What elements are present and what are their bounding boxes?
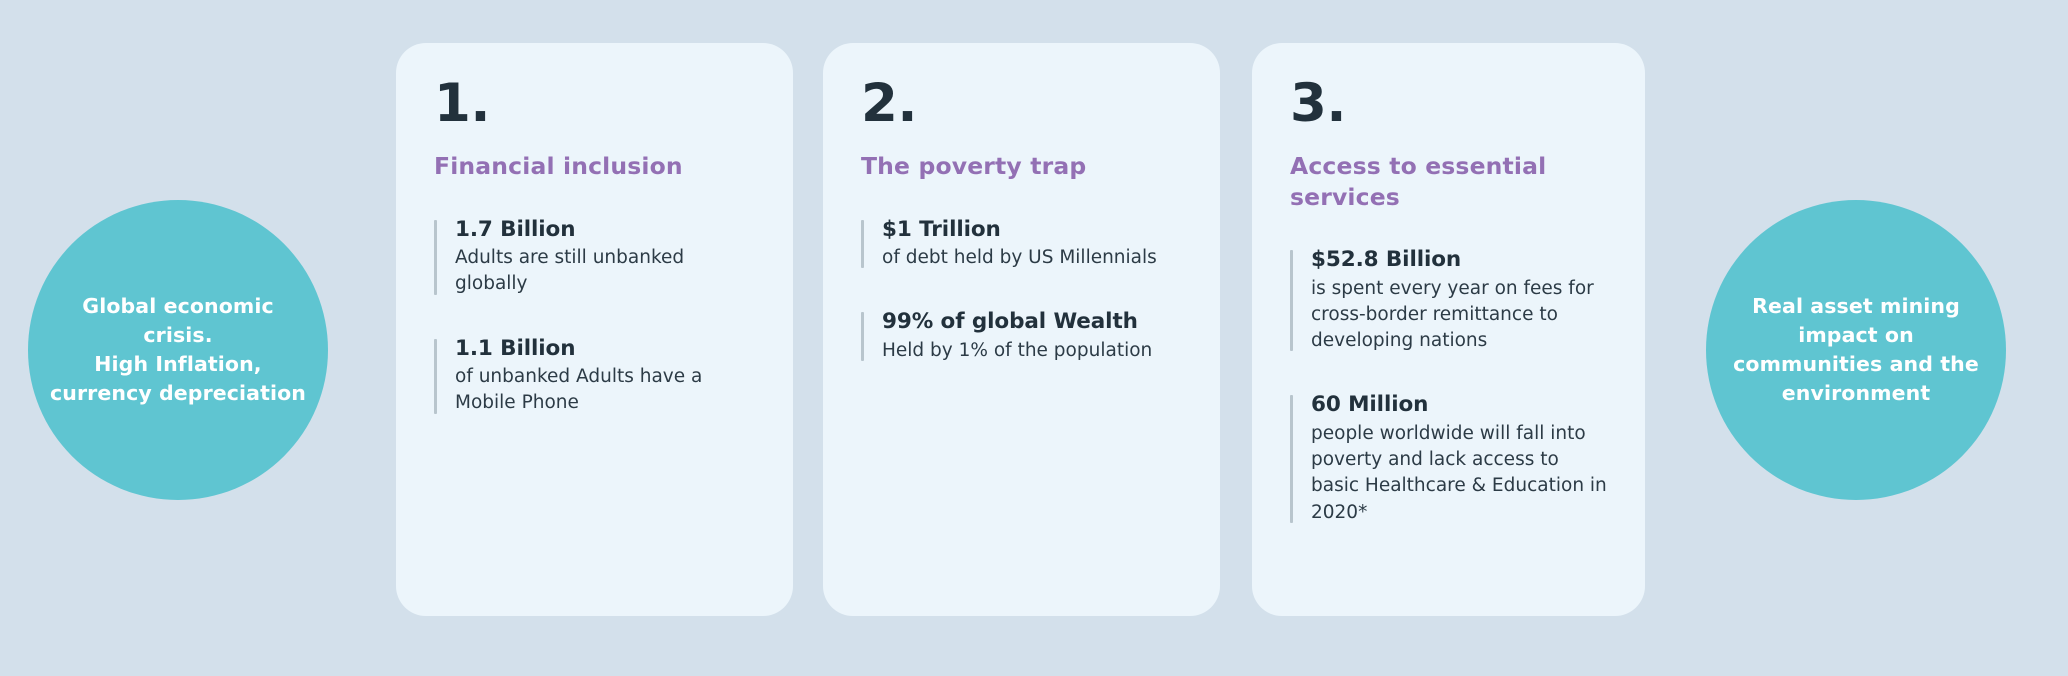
card-number: 3. — [1290, 73, 1347, 134]
stat-list: $52.8 Billion is spent every year on fee… — [1290, 246, 1607, 526]
stat-value: 1.1 Billion — [455, 335, 576, 361]
card-title: The poverty trap — [861, 152, 1087, 180]
card-financial-inclusion: 1. Financial inclusion 1.7 Billion Adult… — [396, 43, 793, 616]
stat-value: $1 Trillion — [882, 216, 1001, 242]
card-number: 2. — [861, 73, 918, 134]
stat-item: 60 Million people worldwide will fall in… — [1290, 391, 1607, 526]
stat-list: $1 Trillion of debt held by US Millennia… — [861, 216, 1182, 365]
left-context-circle: Global economic crisis. High Inflation, … — [28, 200, 328, 500]
stat-value: $52.8 Billion — [1311, 247, 1462, 273]
stat-value: 1.7 Billion — [455, 216, 576, 242]
right-context-circle-text: Real asset mining impact on communities … — [1733, 293, 1979, 406]
card-title: Financial inclusion — [434, 152, 683, 180]
stat-description: Held by 1% of the population — [882, 339, 1153, 361]
stat-item: 1.7 Billion Adults are still unbanked gl… — [434, 216, 755, 298]
stat-item: 99% of global Wealth Held by 1% of the p… — [861, 308, 1182, 364]
stat-description: Adults are still unbanked globally — [455, 247, 685, 295]
card-poverty-trap: 2. The poverty trap $1 Trillion of debt … — [823, 43, 1220, 616]
stat-list: 1.7 Billion Adults are still unbanked gl… — [434, 216, 755, 417]
stat-description: is spent every year on fees for cross-bo… — [1311, 277, 1594, 352]
card-title: Access to essential services — [1290, 152, 1547, 211]
right-context-circle: Real asset mining impact on communities … — [1706, 200, 2006, 500]
card-number: 1. — [434, 73, 491, 134]
stat-description: of unbanked Adults have a Mobile Phone — [455, 366, 703, 414]
stat-item: $1 Trillion of debt held by US Millennia… — [861, 216, 1182, 272]
stat-description: people worldwide will fall into poverty … — [1311, 422, 1607, 523]
stat-value: 60 Million — [1311, 392, 1429, 418]
stat-value: 99% of global Wealth — [882, 309, 1138, 335]
stat-description: of debt held by US Millennials — [882, 247, 1157, 269]
stat-item: $52.8 Billion is spent every year on fee… — [1290, 246, 1607, 354]
stat-item: 1.1 Billion of unbanked Adults have a Mo… — [434, 335, 755, 417]
card-access-to-essential-services: 3. Access to essential services $52.8 Bi… — [1252, 43, 1645, 616]
left-context-circle-text: Global economic crisis. High Inflation, … — [50, 293, 306, 406]
